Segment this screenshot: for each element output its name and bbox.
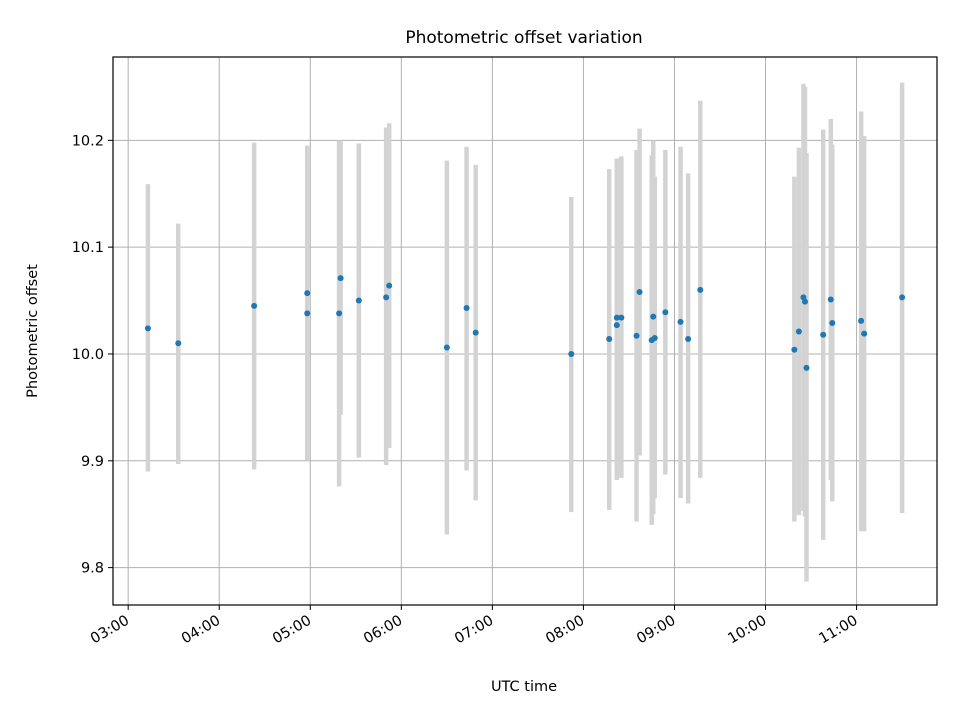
x-tick-label: 09:00 [634, 613, 678, 648]
data-point [568, 350, 575, 357]
y-tick-label: 10.0 [72, 347, 104, 363]
data-point [618, 314, 625, 321]
data-point [827, 296, 834, 303]
data-point [251, 302, 258, 309]
data-point [677, 318, 684, 325]
data-point [685, 336, 692, 343]
y-tick-label: 10.2 [72, 133, 104, 149]
x-tick-label: 03:00 [88, 613, 132, 648]
error-bars [145, 82, 905, 582]
data-points [144, 275, 906, 371]
data-point [144, 325, 151, 332]
x-tick-label: 10:00 [725, 613, 769, 648]
data-point [829, 319, 836, 326]
data-point [443, 344, 450, 351]
data-point [861, 330, 868, 337]
data-point [795, 328, 802, 335]
x-axis-label: UTC time [491, 679, 557, 695]
data-point [899, 294, 906, 301]
plot-frame [112, 56, 938, 606]
data-point [662, 309, 669, 316]
data-point [386, 282, 393, 289]
data-point [304, 310, 311, 317]
x-tick-label: 04:00 [179, 613, 223, 648]
chart-title: Photometric offset variation [405, 28, 642, 48]
y-axis-label: Photometric offset [25, 264, 41, 398]
grid-lines [113, 57, 937, 605]
data-point [803, 364, 810, 371]
data-point [633, 332, 640, 339]
data-point [383, 294, 390, 301]
data-point [651, 334, 658, 341]
x-tick-label: 08:00 [543, 613, 587, 648]
x-tick-label: 11:00 [816, 613, 860, 648]
y-tick-label: 10.1 [72, 240, 104, 256]
data-point [472, 329, 479, 336]
data-point [801, 298, 808, 305]
y-axis-ticks: 9.8 9.9 10.0 10.1 10.2 [72, 133, 113, 577]
x-tick-label: 05:00 [270, 613, 314, 648]
data-point [820, 331, 827, 338]
data-point [697, 286, 704, 293]
data-point [336, 310, 343, 317]
x-tick-label: 07:00 [452, 613, 496, 648]
data-point [606, 336, 613, 343]
x-axis-ticks: 03:00 04:00 05:00 06:00 07:00 08:00 09:00 10:00… [88, 605, 861, 647]
data-point [463, 305, 470, 312]
data-point [636, 289, 643, 296]
data-point [858, 317, 865, 324]
data-point [175, 340, 182, 347]
data-point [791, 346, 798, 353]
data-point [613, 314, 620, 321]
y-tick-label: 9.9 [81, 454, 104, 470]
x-tick-label: 06:00 [361, 613, 405, 648]
data-point [337, 275, 344, 282]
data-point [613, 322, 620, 329]
data-point [650, 313, 657, 320]
data-point [355, 297, 362, 304]
data-point [304, 290, 311, 297]
y-tick-label: 9.8 [81, 561, 104, 577]
